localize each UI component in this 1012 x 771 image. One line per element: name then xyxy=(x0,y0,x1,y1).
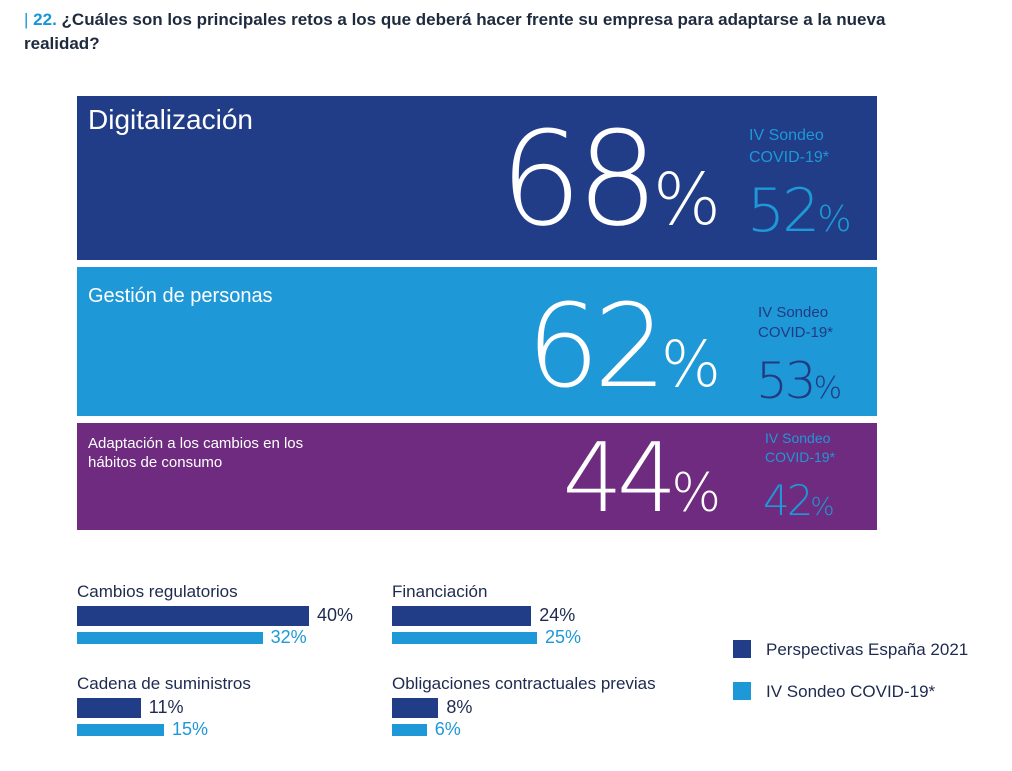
bar-primary xyxy=(392,698,439,718)
bar-primary xyxy=(392,606,532,626)
panel-gestion-personas: Gestión de personas 62% IV Sondeo COVID-… xyxy=(77,267,877,416)
legend-swatch-primary xyxy=(733,640,751,658)
sondeo-value: 53% xyxy=(756,352,843,410)
panel-value-number: 62 xyxy=(526,280,667,414)
sondeo-label: IV Sondeo COVID-19* xyxy=(749,127,830,166)
panel-adaptacion: Adaptación a los cambios en los hábitos … xyxy=(77,423,877,530)
question-title: | 22. ¿Cuáles son los principales retos … xyxy=(24,8,964,56)
percent-sign: % xyxy=(660,327,721,401)
bar-group-label: Cadena de suministros xyxy=(77,674,251,693)
panel-value-number: 68 xyxy=(499,103,659,255)
panel-value-number: 44 xyxy=(562,424,677,534)
bar-secondary xyxy=(77,724,164,736)
bar-primary xyxy=(77,698,141,718)
sondeo-label: IV Sondeo COVID-19* xyxy=(765,430,836,465)
bar-value-primary: 8% xyxy=(446,697,473,717)
bar-secondary xyxy=(392,724,427,736)
bar-group-label: Financiación xyxy=(392,582,488,601)
bar-value-primary: 24% xyxy=(539,605,576,625)
sondeo-value: 52% xyxy=(747,176,852,246)
bar-value-primary: 40% xyxy=(317,605,354,625)
panel-value: 62% xyxy=(527,287,721,424)
panel-label: Digitalización xyxy=(88,104,253,135)
panel-label: Adaptación a los cambios en los hábitos … xyxy=(88,435,304,471)
panel-label: Gestión de personas xyxy=(88,285,273,307)
bar-value-secondary: 32% xyxy=(270,627,307,647)
legend-swatch-secondary xyxy=(733,682,751,700)
question-text: ¿Cuáles son los principales retos a los … xyxy=(24,10,886,53)
panel-value: 44% xyxy=(562,429,721,544)
panel-digitalizacion: Digitalización 68% IV Sondeo COVID-19* 5… xyxy=(77,96,877,260)
legend-label-primary: Perspectivas España 2021 xyxy=(766,640,969,659)
bar-value-primary: 11% xyxy=(148,697,184,717)
bar-value-secondary: 6% xyxy=(434,719,461,739)
sondeo-label: IV Sondeo COVID-19* xyxy=(758,304,834,342)
bar-secondary xyxy=(392,632,537,644)
bar-secondary xyxy=(77,632,263,644)
bar-group-label: Obligaciones contractuales previas xyxy=(392,674,656,693)
title-marker: | xyxy=(24,10,29,29)
bar-primary xyxy=(77,606,309,626)
bar-value-secondary: 25% xyxy=(545,627,582,647)
percent-sign: % xyxy=(671,464,721,524)
panel-value: 68% xyxy=(500,114,721,265)
question-number: 22. xyxy=(33,10,57,29)
bar-value-secondary: 15% xyxy=(172,719,209,739)
bar-group-label: Cambios regulatorios xyxy=(77,582,238,601)
legend-label-secondary: IV Sondeo COVID-19* xyxy=(766,682,936,701)
sondeo-value: 42% xyxy=(763,476,835,525)
percent-sign: % xyxy=(653,158,721,241)
